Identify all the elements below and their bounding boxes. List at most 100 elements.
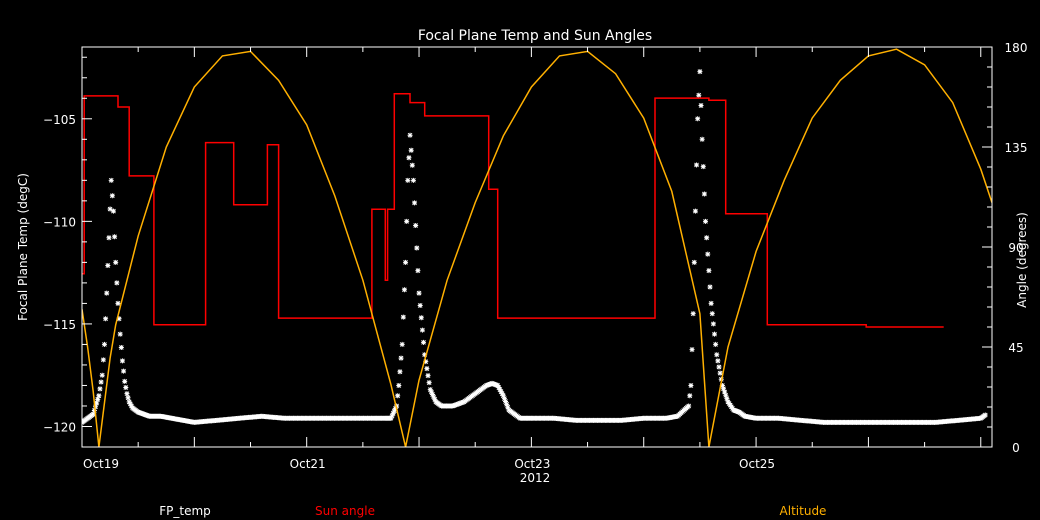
fp-temp-point <box>503 398 509 404</box>
fp-temp-point <box>716 364 722 370</box>
fp-temp-point <box>110 208 116 214</box>
fp-temp-series <box>82 69 988 425</box>
fp-temp-point <box>697 69 703 75</box>
y-axis-label: Focal Plane Temp (degC) <box>16 173 30 321</box>
fp-temp-point <box>496 385 502 391</box>
fp-temp-point <box>497 387 503 393</box>
y2-axis-label: Angle (degrees) <box>1015 212 1029 308</box>
fp-temp-point <box>404 218 410 224</box>
fp-temp-point <box>423 359 429 365</box>
fp-temp-point <box>400 314 406 320</box>
fp-temp-point <box>94 400 100 406</box>
fp-temp-point <box>427 387 433 393</box>
fp-temp-point <box>696 92 702 98</box>
fp-temp-point <box>127 401 133 407</box>
fp-temp-point <box>388 415 394 421</box>
fp-temp-point <box>428 389 434 395</box>
fp-temp-point <box>390 410 396 416</box>
fp-temp-point <box>432 396 438 402</box>
x-tick-label: Oct25 <box>739 457 775 471</box>
fp-temp-point <box>108 177 114 183</box>
fp-temp-point <box>118 345 124 351</box>
fp-temp-point <box>501 396 507 402</box>
fp-temp-point <box>105 262 111 268</box>
axes: −120 −115 −110 −105 0 45 90 135 180 Oct19 Oct21 Oct… <box>43 41 1027 471</box>
fp-temp-point <box>424 366 430 372</box>
fp-temp-point <box>417 302 423 308</box>
fp-temp-point <box>415 268 421 274</box>
fp-temp-point <box>117 331 123 337</box>
fp-temp-point <box>410 177 416 183</box>
fp-temp-point <box>714 352 720 358</box>
fp-temp-point <box>723 392 729 398</box>
fp-temp-point <box>504 401 510 407</box>
fp-temp-point <box>715 358 721 364</box>
fp-temp-point <box>107 206 113 212</box>
fp-temp-point <box>413 222 419 228</box>
x-axis-label: 2012 <box>520 471 551 485</box>
altitude-line <box>82 48 992 447</box>
fp-temp-point <box>90 411 96 417</box>
fp-temp-point <box>712 331 718 337</box>
fp-temp-point <box>498 389 504 395</box>
fp-temp-point <box>695 116 701 122</box>
fp-temp-point <box>114 280 120 286</box>
fp-temp-point <box>405 177 411 183</box>
fp-temp-point <box>700 164 706 170</box>
fp-temp-point <box>686 403 692 409</box>
legend-item-altitude: Altitude <box>780 504 827 518</box>
fp-temp-point <box>97 386 103 392</box>
fp-temp-point <box>719 382 725 388</box>
fp-temp-point <box>399 341 405 347</box>
fp-temp-point <box>396 382 402 388</box>
fp-temp-point <box>109 193 115 199</box>
fp-temp-point <box>416 290 422 296</box>
fp-temp-point <box>392 405 398 411</box>
fp-temp-point <box>121 368 127 374</box>
fp-temp-point <box>96 393 102 399</box>
fp-temp-point <box>699 136 705 142</box>
fp-temp-point <box>418 315 424 321</box>
y-tick-label: −115 <box>43 318 76 332</box>
y2-tick-label: 0 <box>1012 441 1020 455</box>
fp-temp-point <box>401 287 407 293</box>
fp-temp-point <box>103 316 109 322</box>
fp-temp-point <box>430 391 436 397</box>
fp-temp-point <box>125 395 131 401</box>
fp-temp-point <box>101 341 107 347</box>
fp-temp-point <box>395 393 401 399</box>
y-tick-label: −105 <box>43 113 76 127</box>
fp-temp-point <box>713 341 719 347</box>
sun-angle-line <box>82 92 944 328</box>
y2-tick-label: 135 <box>1005 141 1028 155</box>
fp-temp-point <box>694 162 700 168</box>
fp-temp-point <box>707 284 713 290</box>
fp-temp-point <box>106 235 112 241</box>
x-tick-label: Oct23 <box>514 457 550 471</box>
y2-tick-label: 90 <box>1008 241 1023 255</box>
fp-temp-point <box>123 385 129 391</box>
fp-temp-point <box>398 355 404 361</box>
fp-temp-point <box>414 245 420 251</box>
fp-temp-point <box>419 327 425 333</box>
fp-temp-point <box>407 132 413 138</box>
legend: FP_temp Sun angle Altitude <box>159 504 826 518</box>
fp-temp-point <box>116 316 122 322</box>
fp-temp-point <box>124 391 130 397</box>
fp-temp-point <box>409 162 415 168</box>
plot-area <box>82 48 992 447</box>
fp-temp-point <box>412 200 418 206</box>
fp-temp-point <box>724 396 730 402</box>
fp-temp-point <box>408 147 414 153</box>
fp-temp-point <box>720 386 726 392</box>
fp-temp-point <box>717 370 723 376</box>
fp-temp-point <box>98 379 104 385</box>
y-tick-label: −120 <box>43 420 76 434</box>
legend-item-fp-temp: FP_temp <box>159 504 211 518</box>
fp-temp-point <box>403 259 409 265</box>
fp-temp-point <box>128 403 134 409</box>
fp-temp-point <box>689 347 695 353</box>
fp-temp-point <box>704 235 710 241</box>
